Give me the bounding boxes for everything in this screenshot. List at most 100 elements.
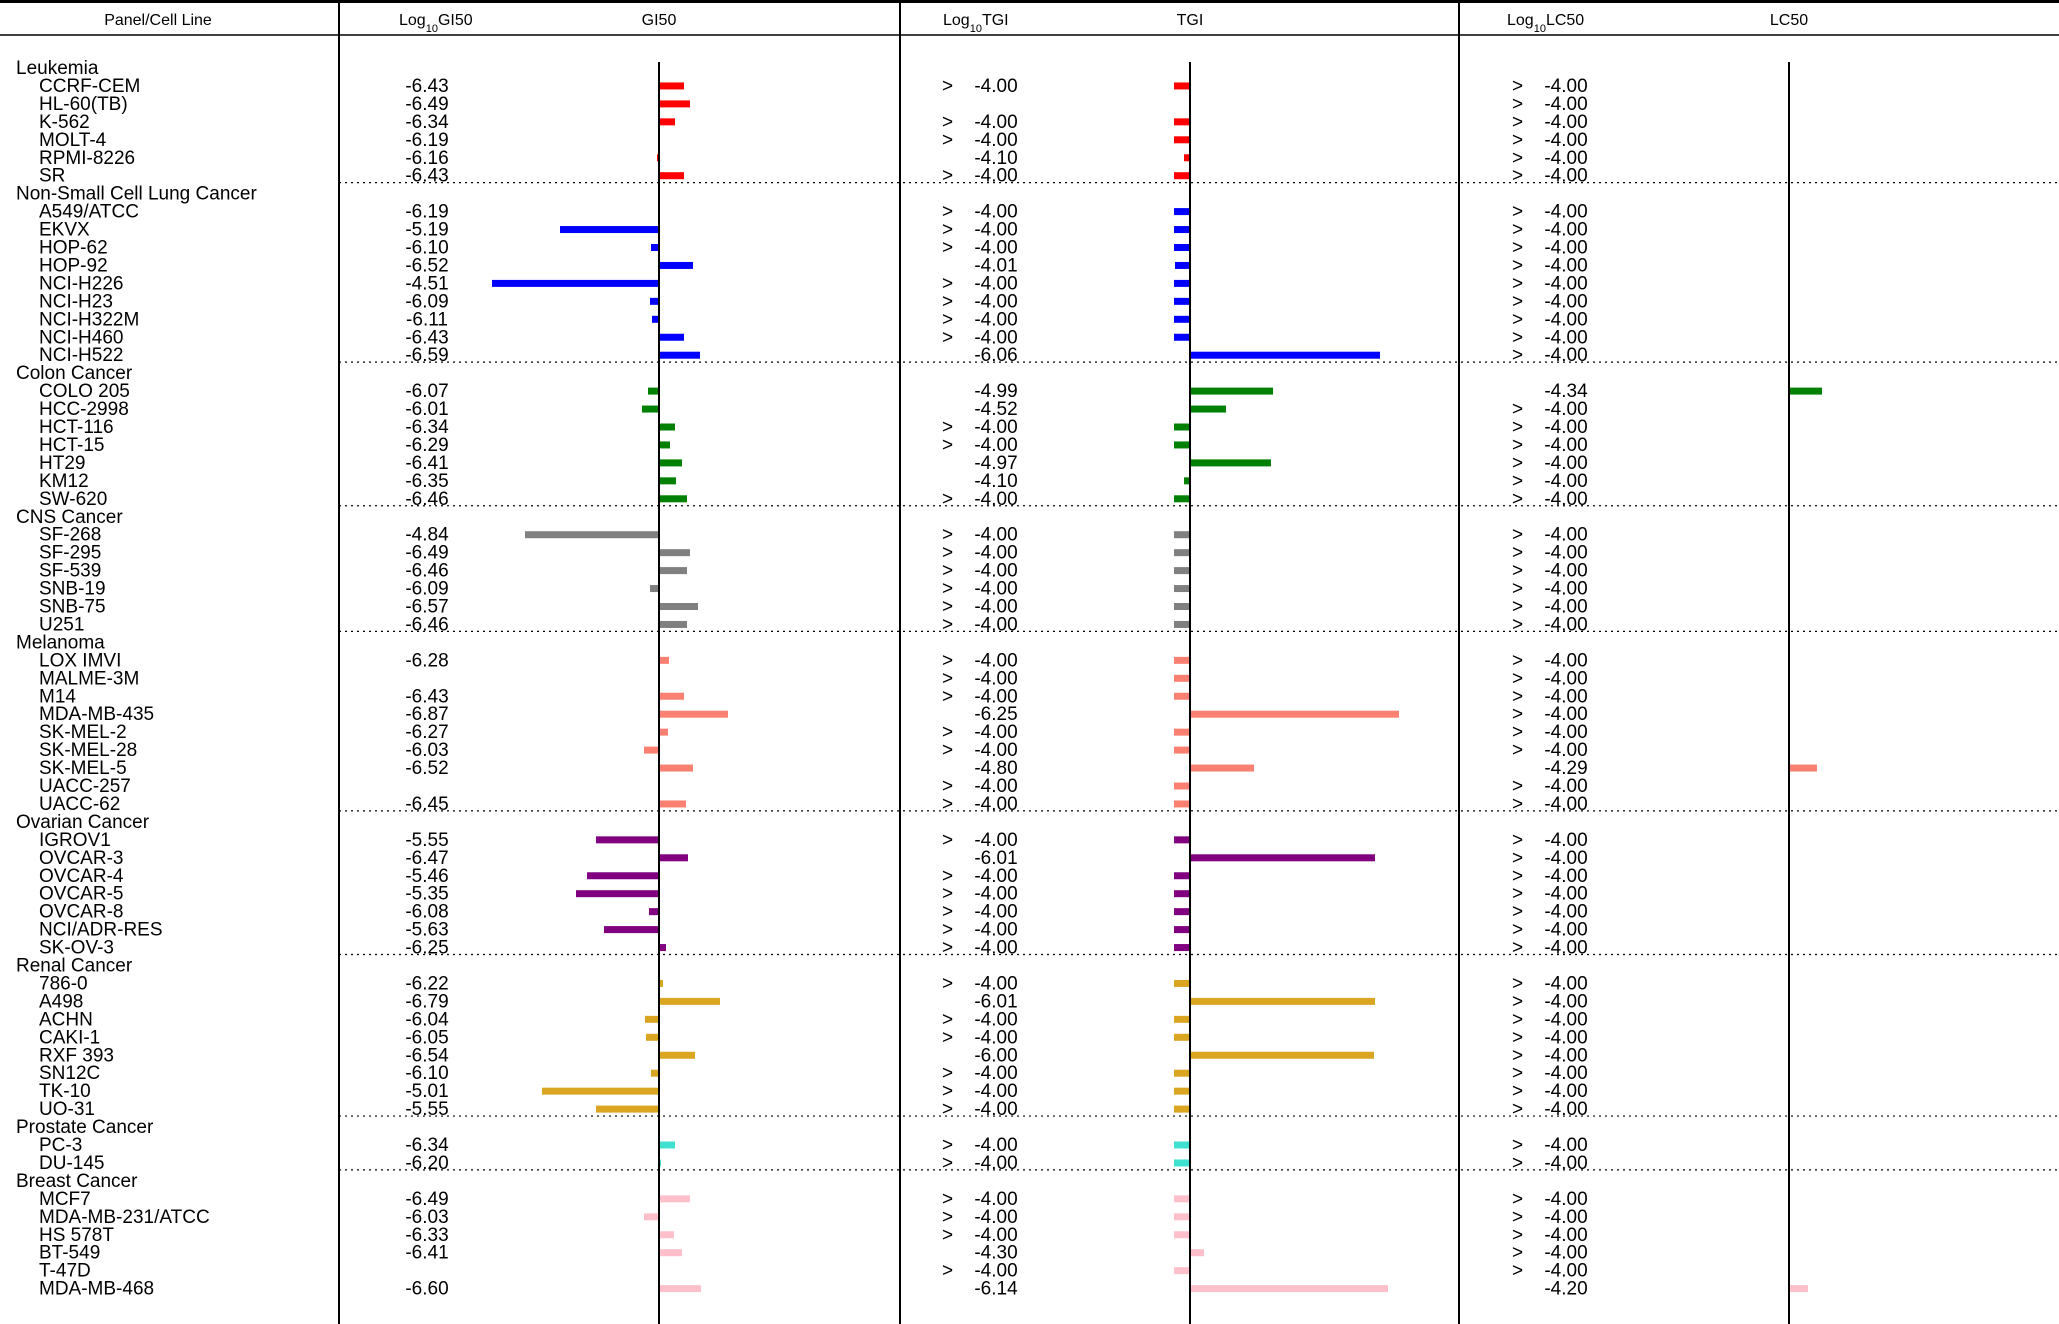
lc50-gt-sign: > [1512,525,1523,546]
tgi-value: -4.00 [974,417,1017,438]
panel-label: Melanoma [16,632,105,653]
lc50-gt-sign: > [1512,238,1523,259]
gi50-value: -6.59 [405,345,448,366]
tgi-value: -4.00 [974,902,1017,923]
tgi-value: -4.00 [974,1207,1017,1228]
gi50-bar [651,244,659,251]
tgi-value: -4.00 [974,1189,1017,1210]
gi50-value: -6.45 [405,794,448,815]
tgi-bar [1190,459,1271,467]
tgi-value: -4.00 [974,776,1017,797]
lc50-gt-sign: > [1512,1261,1523,1282]
tgi-value: -4.01 [974,255,1017,276]
gi50-value: -6.09 [405,579,448,600]
tgi-bar [1174,1141,1190,1149]
lc50-value: -4.00 [1544,1207,1587,1228]
gi50-value: -6.09 [405,291,448,312]
lc50-gt-sign: > [1512,686,1523,707]
gi50-value: -6.49 [405,1189,448,1210]
lc50-value: -4.00 [1544,884,1587,905]
tgi-value: -4.00 [974,166,1017,187]
lc50-gt-sign: > [1512,579,1523,600]
tgi-value: -4.00 [974,614,1017,635]
lc50-gt-sign: > [1512,130,1523,151]
gi50-value: -6.10 [405,238,448,259]
tgi-value: -4.52 [974,399,1017,420]
gi50-value: -6.43 [405,686,448,707]
lc50-gt-sign: > [1512,166,1523,187]
lc50-gt-sign: > [1512,255,1523,276]
cell-line-name: LOX IMVI [39,650,121,671]
cell-line-name: BT-549 [39,1243,100,1264]
tgi-bar [1174,1195,1190,1203]
gi50-value: -6.10 [405,1063,448,1084]
cell-line-name: RPMI-8226 [39,148,135,169]
lc50-gt-sign: > [1512,704,1523,725]
tgi-value: -6.01 [974,991,1017,1012]
lc50-value: -4.00 [1544,130,1587,151]
cell-line-name: TK-10 [39,1081,91,1102]
lc50-bar [1789,764,1817,772]
tgi-bar [1174,333,1190,341]
cell-line-name: HS 578T [39,1225,114,1246]
tgi-bar [1174,836,1190,844]
tgi-bar [1174,208,1190,216]
lc50-value: -4.00 [1544,417,1587,438]
lc50-gt-sign: > [1512,597,1523,618]
tgi-gt-sign: > [942,112,953,133]
gi50-value: -6.87 [405,704,448,725]
gi50-bar [659,351,700,359]
gi50-bar [659,620,687,628]
header-gi50: GI50 [642,12,677,29]
tgi-bar [1174,1267,1190,1275]
gi50-value: -6.08 [405,902,448,923]
lc50-gt-sign: > [1512,94,1523,115]
tgi-value: -4.00 [974,686,1017,707]
gi50-value: -6.25 [405,938,448,959]
lc50-gt-sign: > [1512,1027,1523,1048]
gi50-bar [642,405,659,413]
tgi-bar [1174,315,1190,323]
tgi-value: -4.00 [974,76,1017,97]
gi50-value: -6.43 [405,166,448,187]
lc50-value: -4.29 [1544,758,1587,779]
tgi-value: -4.00 [974,722,1017,743]
lc50-value: -4.00 [1544,489,1587,510]
gi50-value: -6.33 [405,1225,448,1246]
cell-line-name: CCRF-CEM [39,76,140,97]
lc50-gt-sign: > [1512,1099,1523,1120]
tgi-value: -4.00 [974,291,1017,312]
tgi-gt-sign: > [942,166,953,187]
lc50-value: -4.00 [1544,220,1587,241]
cell-line-name: SF-539 [39,561,101,582]
tgi-bar [1174,585,1190,593]
lc50-value: -4.00 [1544,722,1587,743]
cell-line-name: NCI-H226 [39,273,123,294]
gi50-value: -6.29 [405,435,448,456]
lc50-gt-sign: > [1512,740,1523,761]
cell-line-name: SNB-75 [39,597,106,618]
tgi-value: -4.00 [974,202,1017,223]
lc50-gt-sign: > [1512,830,1523,851]
gi50-bar [652,315,659,323]
gi50-bar [649,908,659,916]
lc50-gt-sign: > [1512,453,1523,474]
gi50-value: -6.47 [405,848,448,869]
tgi-value: -4.00 [974,561,1017,582]
lc50-value: -4.00 [1544,345,1587,366]
tgi-gt-sign: > [942,130,953,151]
tgi-bar [1174,1105,1190,1113]
lc50-gt-sign: > [1512,148,1523,169]
gi50-value: -6.49 [405,543,448,564]
panel-label: CNS Cancer [16,507,123,528]
tgi-bar [1190,405,1226,413]
tgi-bar [1190,387,1273,395]
gi50-value: -6.19 [405,202,448,223]
tgi-bar [1190,854,1375,862]
tgi-bar [1174,656,1190,664]
gi50-bar [596,1105,659,1113]
lc50-value: -4.00 [1544,76,1587,97]
lc50-gt-sign: > [1512,884,1523,905]
lc50-gt-sign: > [1512,866,1523,887]
tgi-bar [1174,890,1190,898]
